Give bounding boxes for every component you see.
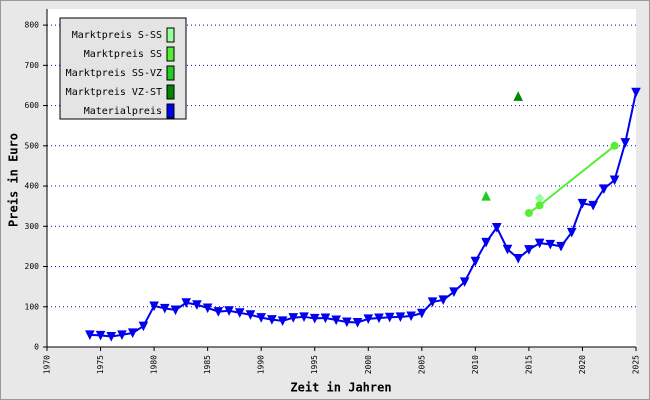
legend-label: Marktpreis S-SS (72, 30, 162, 41)
marker (631, 87, 641, 98)
marker (95, 330, 106, 341)
marker (438, 295, 449, 306)
legend-label: Marktpreis SS-VZ (66, 68, 162, 79)
marker (406, 311, 416, 322)
marker (299, 312, 309, 322)
marker (117, 330, 127, 341)
y-tick-label: 200 (25, 262, 40, 271)
marker (245, 310, 256, 320)
marker (309, 313, 320, 324)
legend-swatch (166, 27, 175, 43)
marker (535, 201, 544, 210)
marker (202, 303, 213, 314)
legend-label: Marktpreis SS (84, 49, 162, 60)
legend-label: Marktpreis VZ-ST (66, 87, 162, 98)
x-tick-label: 1975 (96, 355, 105, 374)
marker (288, 313, 299, 323)
x-tick-label: 2010 (471, 355, 480, 374)
y-tick-label: 800 (25, 21, 40, 30)
marker (331, 315, 341, 326)
marker (417, 308, 427, 319)
y-tick-label: 0 (34, 343, 39, 352)
legend-box (59, 17, 187, 120)
x-tick-label: 2000 (364, 355, 373, 374)
y-tick-label: 400 (25, 182, 40, 191)
marker (170, 305, 181, 316)
marker (470, 256, 481, 267)
marker (481, 237, 491, 248)
y-tick-label: 700 (25, 61, 40, 70)
y-tick-label: 600 (25, 101, 40, 110)
x-tick-label: 2005 (417, 355, 426, 374)
x-tick-label: 1995 (310, 355, 319, 374)
x-axis-label: Zeit in Jahren (290, 381, 391, 395)
marker (556, 241, 566, 252)
marker (363, 314, 374, 324)
legend-swatch (166, 84, 175, 100)
marker (610, 141, 619, 150)
marker (213, 307, 224, 317)
marker (374, 313, 384, 324)
marker (256, 313, 266, 323)
marker (342, 317, 352, 328)
marker (277, 316, 288, 326)
marker (534, 238, 545, 249)
marker (599, 184, 609, 194)
marker (513, 253, 524, 264)
y-tick-label: 300 (25, 222, 40, 231)
marker (85, 330, 95, 341)
marker (524, 209, 533, 218)
marker (234, 308, 245, 318)
marker (352, 317, 363, 328)
x-tick-label: 2020 (578, 355, 587, 374)
marker (159, 303, 170, 314)
legend-label: Materialpreis (84, 106, 162, 117)
marker (566, 227, 577, 238)
legend-swatch (166, 103, 175, 119)
marker (459, 277, 470, 287)
marker (127, 328, 138, 339)
x-tick-label: 2025 (632, 355, 641, 374)
series-line (89, 92, 637, 338)
marker (267, 315, 277, 325)
marker (395, 312, 406, 322)
y-tick-label: 100 (25, 302, 40, 311)
x-tick-label: 2015 (524, 355, 533, 374)
marker (449, 287, 459, 297)
marker (620, 138, 631, 148)
marker (427, 297, 438, 308)
marker (513, 91, 524, 101)
marker (320, 313, 331, 324)
x-tick-label: 1990 (257, 355, 266, 374)
marker (192, 300, 202, 310)
marker (545, 239, 556, 250)
marker (224, 306, 234, 316)
marker (524, 245, 534, 255)
marker (384, 312, 395, 323)
marker (502, 244, 513, 255)
marker (588, 200, 598, 211)
y-tick-label: 500 (25, 141, 40, 150)
marker (609, 175, 620, 186)
marker (491, 222, 502, 233)
marker (149, 301, 159, 312)
marker (181, 298, 192, 308)
x-tick-label: 1985 (203, 355, 212, 374)
x-tick-label: 1980 (150, 355, 159, 374)
y-axis-label: Preis in Euro (7, 133, 21, 227)
marker (481, 190, 491, 201)
legend-swatch (166, 65, 175, 81)
marker (138, 321, 149, 332)
marker (106, 332, 117, 342)
x-tick-label: 1970 (43, 355, 52, 374)
marker (577, 198, 588, 209)
legend-swatch (166, 46, 175, 62)
